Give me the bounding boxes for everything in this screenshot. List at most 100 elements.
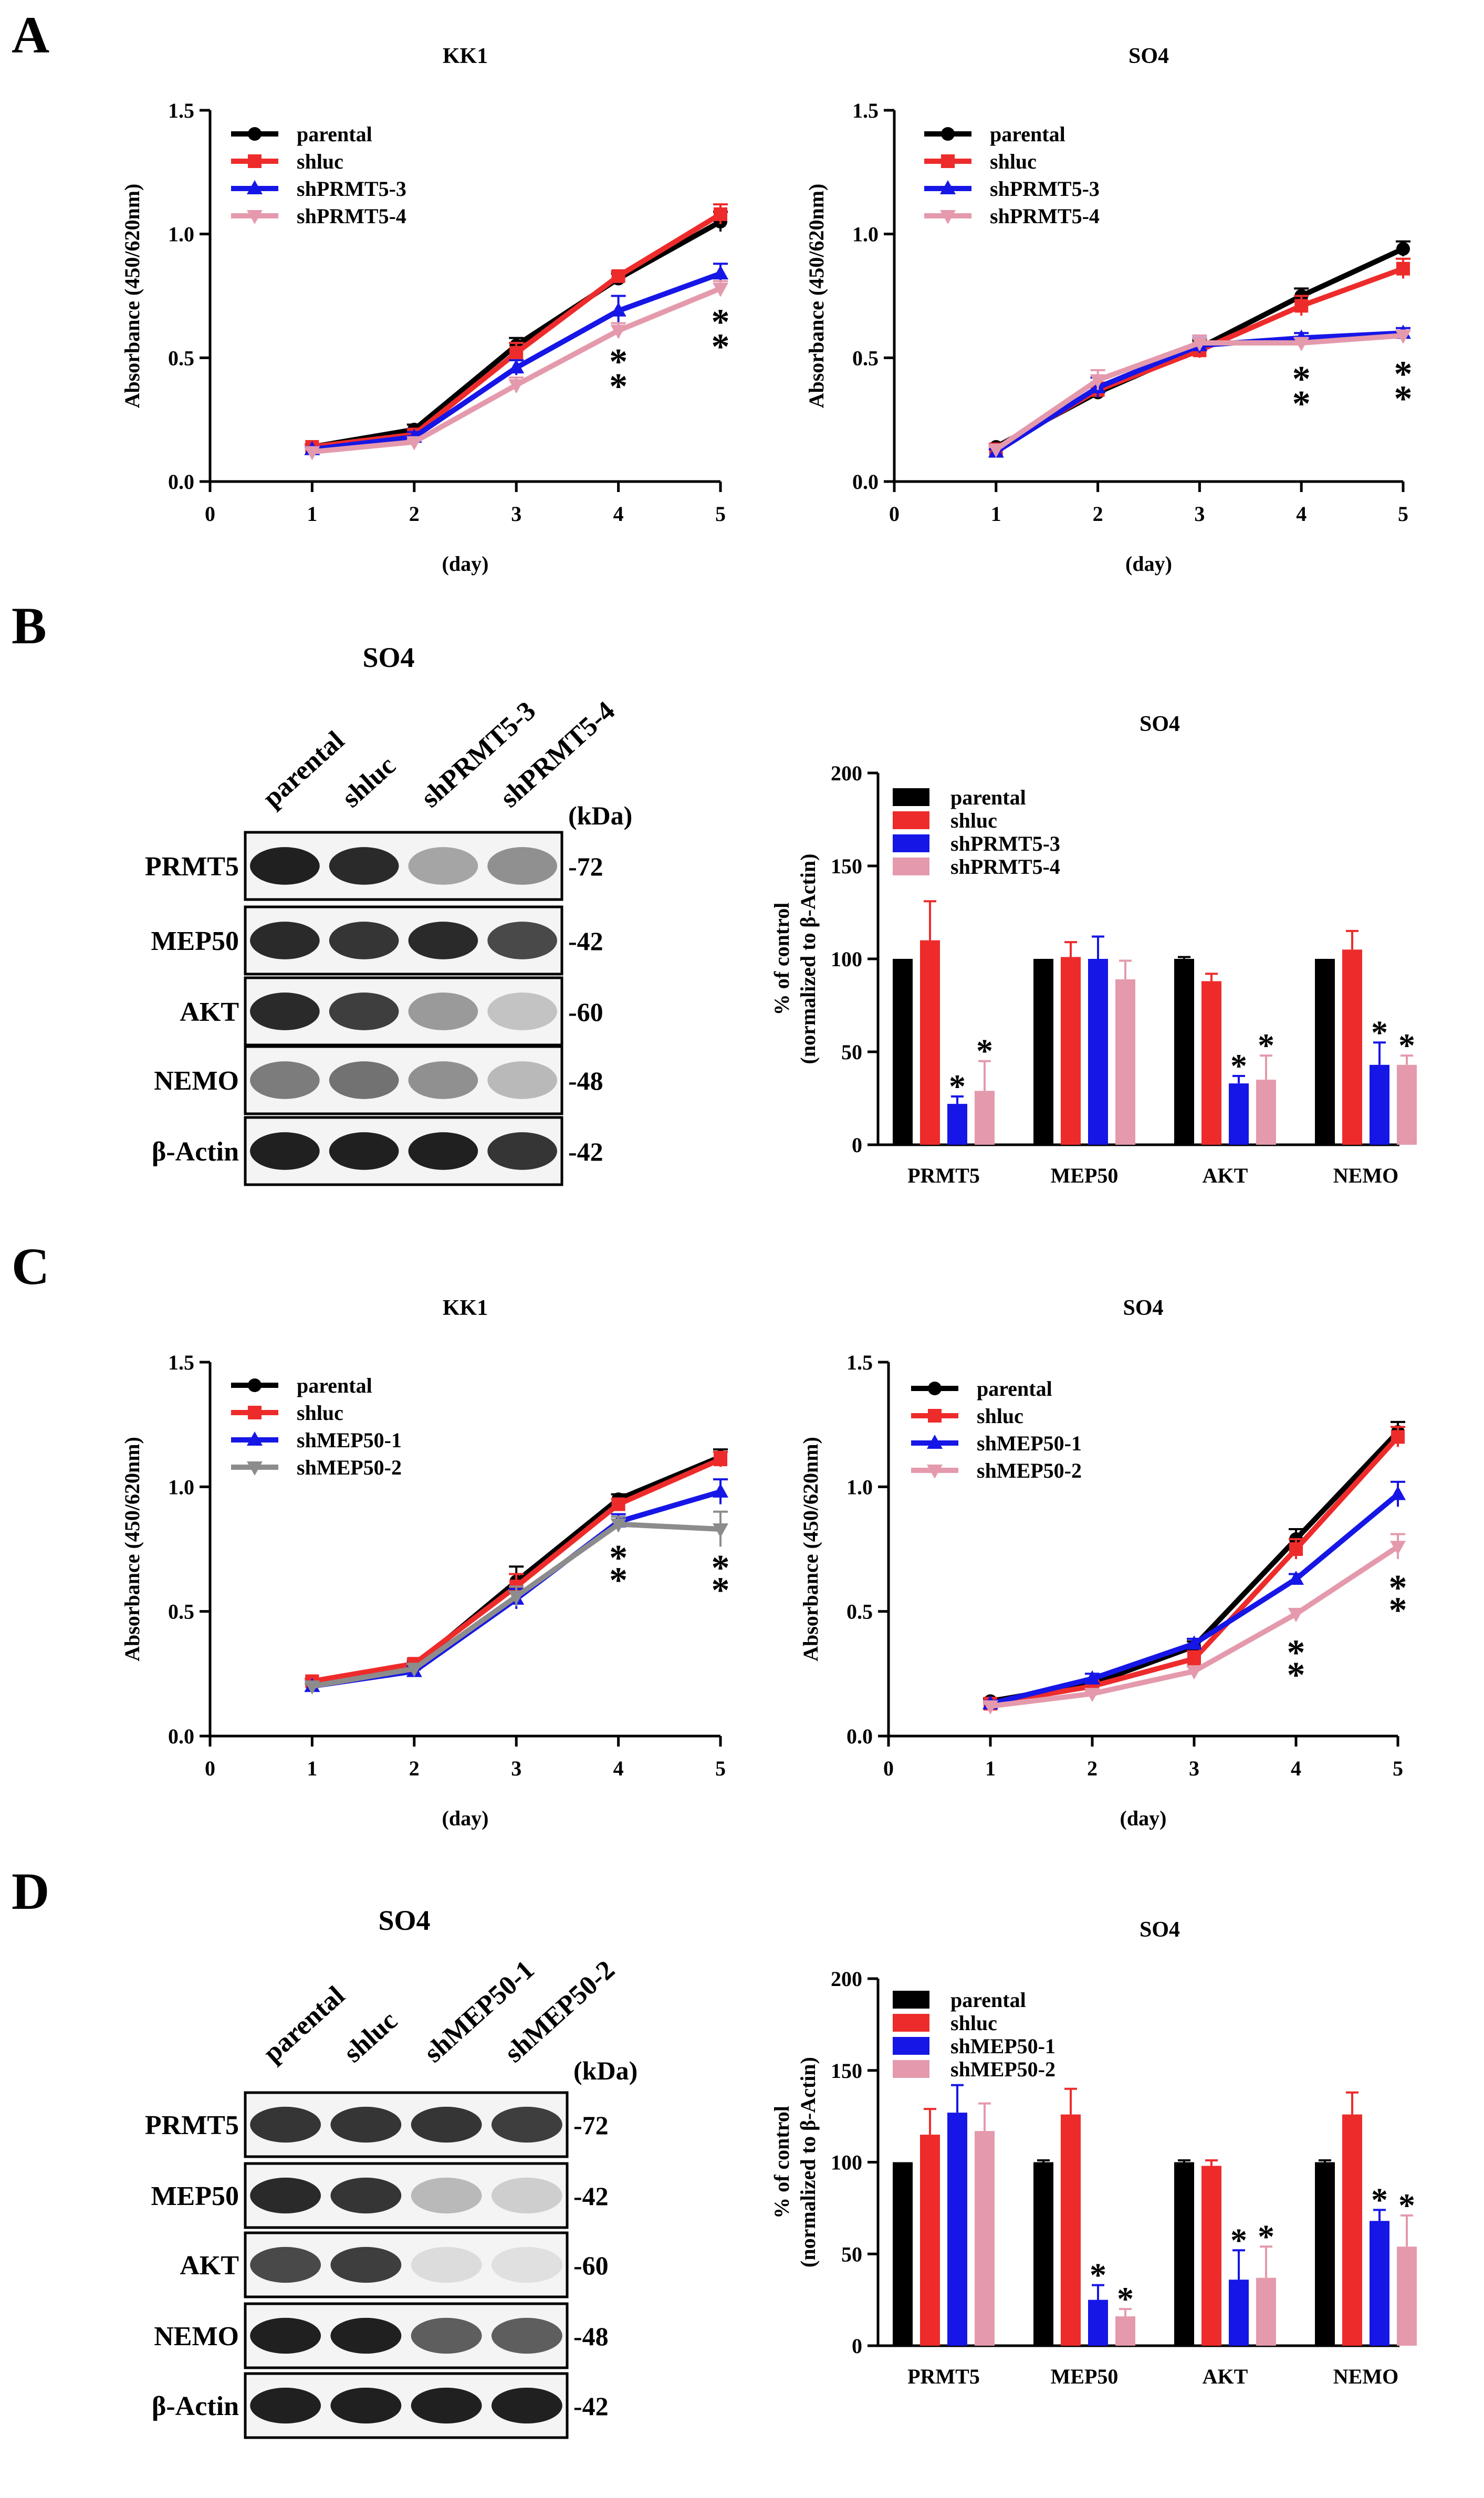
legend-marker bbox=[941, 127, 955, 141]
data-point bbox=[1396, 262, 1410, 276]
significance-star: * bbox=[1230, 1047, 1247, 1084]
x-tick-label: 0 bbox=[205, 1757, 215, 1780]
x-tick-label: 5 bbox=[1398, 502, 1408, 526]
data-point bbox=[713, 1523, 728, 1538]
bar-group-prmt5: PRMT5 bbox=[893, 2084, 995, 2388]
data-point bbox=[1391, 1430, 1405, 1444]
protein-band bbox=[250, 2106, 321, 2143]
significance-star: * bbox=[712, 327, 730, 368]
bar-chart-d: SO4 0 50 100 150 200 % of control (normalized t… bbox=[770, 1918, 1417, 2388]
y-tick-label: 1.0 bbox=[852, 223, 879, 246]
lane-label: parental bbox=[258, 1981, 351, 2068]
line-chart-c1: KK1 0.0 0.5 1.0 1.5 0 1 2 3 4 5 (day) Absorbance (45… bbox=[120, 1296, 730, 1830]
x-tick-label: 3 bbox=[511, 1757, 521, 1780]
data-point bbox=[1186, 1665, 1202, 1680]
bar-shluc bbox=[1061, 2114, 1081, 2346]
blot-title: SO4 bbox=[378, 1905, 430, 1936]
protein-band bbox=[491, 2317, 562, 2354]
legend-label: shMEP50-2 bbox=[297, 1456, 402, 1479]
y-axis-label: Absorbance (450/620nm) bbox=[120, 184, 144, 409]
data-point bbox=[1186, 1635, 1202, 1650]
legend-label: shluc bbox=[977, 1404, 1023, 1428]
bar-chart-b: SO4 0 50 100 150 200 % of control (normalized t… bbox=[770, 712, 1417, 1187]
legend-marker bbox=[927, 1465, 943, 1479]
legend-swatch bbox=[893, 2037, 929, 2055]
data-point bbox=[610, 325, 626, 339]
x-tick-label: 4 bbox=[1296, 502, 1307, 526]
y-tick-label: 0 bbox=[852, 1133, 862, 1157]
y-tick-label: 200 bbox=[831, 761, 862, 785]
legend-marker bbox=[928, 1382, 942, 1395]
line-chart-a2: SO4 0.0 0.5 1.0 1.5 0 1 2 3 4 5 (day) Absorbance (45… bbox=[804, 44, 1413, 576]
y-tick-label: 50 bbox=[841, 2242, 862, 2266]
protein-band bbox=[491, 2246, 562, 2283]
data-point bbox=[1090, 374, 1106, 389]
protein-band bbox=[250, 2317, 321, 2354]
protein-band bbox=[330, 2317, 402, 2354]
legend-label: shMEP50-2 bbox=[950, 2057, 1055, 2081]
bar-shprmt5-4 bbox=[975, 1091, 995, 1145]
protein-band bbox=[329, 992, 399, 1030]
y-tick-label: 0.0 bbox=[168, 1724, 194, 1748]
y-tick-label: 0.5 bbox=[852, 346, 879, 370]
significance-star: * bbox=[712, 1571, 730, 1611]
bar-shluc bbox=[1342, 2114, 1362, 2346]
bar-parental bbox=[1174, 2162, 1194, 2346]
bar-shmep50-2 bbox=[975, 2131, 995, 2346]
data-point bbox=[1288, 1608, 1304, 1623]
y-tick-label: 1.5 bbox=[852, 99, 879, 122]
kda-header: (kDa) bbox=[568, 801, 632, 830]
legend-marker bbox=[940, 180, 956, 194]
significance-star: * bbox=[1292, 384, 1311, 424]
protein-band bbox=[411, 2317, 482, 2354]
line-chart-a1: KK1 0.0 0.5 1.0 1.5 0 1 2 3 4 5 (day) Absorbance (45… bbox=[120, 44, 730, 576]
x-tick-label: 1 bbox=[991, 502, 1001, 526]
data-point bbox=[406, 436, 422, 451]
bar-shmep50-2 bbox=[1397, 2246, 1417, 2346]
bar-shmep50-2 bbox=[1115, 2316, 1135, 2346]
y-tick-label: 0.5 bbox=[846, 1600, 873, 1624]
y-axis-label-secondary: (normalized to β-Actin) bbox=[796, 2057, 820, 2267]
lane-label: parental bbox=[257, 726, 350, 813]
protein-band bbox=[411, 2246, 482, 2283]
category-label: AKT bbox=[1203, 1164, 1248, 1187]
data-point bbox=[406, 1663, 422, 1677]
legend-marker bbox=[248, 1406, 262, 1419]
legend-label: shMEP50-1 bbox=[297, 1428, 402, 1452]
significance-star: * bbox=[1258, 2218, 1274, 2255]
y-axis-label: Absorbance (450/620nm) bbox=[804, 184, 828, 409]
bar-shluc bbox=[1201, 2166, 1221, 2346]
significance-star: * bbox=[1394, 354, 1413, 394]
lane-label: shluc bbox=[336, 750, 401, 813]
bar-shluc bbox=[1061, 957, 1081, 1145]
data-point bbox=[611, 1497, 625, 1511]
x-tick-label: 4 bbox=[613, 502, 624, 526]
bar-shluc bbox=[1201, 981, 1221, 1145]
blot-row-label: β-Actin bbox=[152, 1137, 239, 1167]
blot-row-kda: -42 bbox=[573, 2181, 609, 2211]
legend-label: shluc bbox=[297, 1401, 343, 1425]
y-tick-label: 1.5 bbox=[168, 1351, 194, 1374]
category-label: NEMO bbox=[1333, 2365, 1398, 2388]
data-point bbox=[713, 283, 728, 297]
significance-star: * bbox=[1258, 1027, 1274, 1064]
chart-title: SO4 bbox=[1128, 44, 1169, 68]
significance-star: * bbox=[1287, 1633, 1305, 1673]
blot-row-nemo: NEMO -48 bbox=[154, 2302, 609, 2369]
protein-band bbox=[330, 2106, 402, 2143]
chart-title: KK1 bbox=[443, 44, 488, 68]
bar-group-akt: * * AKT bbox=[1174, 956, 1276, 1187]
bar-shmep50-1 bbox=[1370, 2221, 1389, 2346]
line-chart-c2: SO4 0.0 0.5 1.0 1.5 0 1 2 3 4 5 (day) Absorbance (45… bbox=[799, 1296, 1407, 1830]
blot-row-kda: -72 bbox=[568, 852, 603, 881]
blot-row-label: NEMO bbox=[154, 2322, 239, 2351]
chart-title: SO4 bbox=[1140, 712, 1180, 736]
bar-parental bbox=[1315, 959, 1335, 1145]
series-line-parental bbox=[311, 219, 722, 450]
protein-band bbox=[408, 1061, 478, 1099]
blot-title: SO4 bbox=[362, 642, 414, 673]
kda-header: (kDa) bbox=[573, 2056, 638, 2085]
protein-band bbox=[408, 1132, 478, 1170]
legend-label: shPRMT5-3 bbox=[297, 177, 406, 201]
